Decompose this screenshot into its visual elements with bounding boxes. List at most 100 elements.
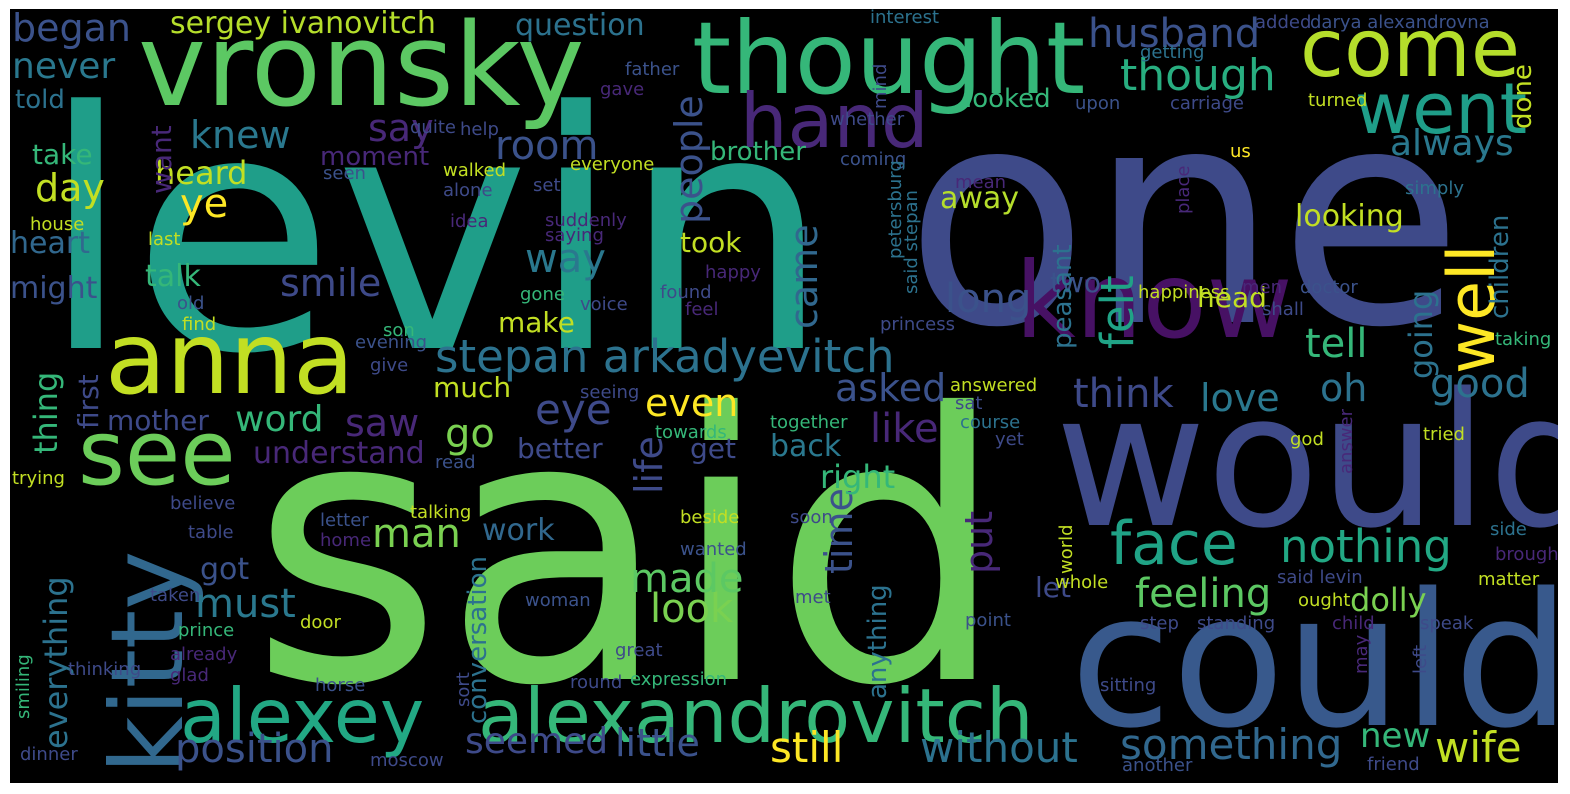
- word-evening: evening: [355, 332, 428, 353]
- word-sort: sort: [453, 672, 474, 707]
- word-sergey-ivanovitch: sergey ivanovitch: [170, 9, 436, 41]
- word-house: house: [30, 214, 85, 235]
- word-new: new: [1360, 716, 1431, 756]
- word-levin: levin: [40, 42, 831, 426]
- word-went: went: [1355, 68, 1528, 150]
- word-could: could: [1070, 553, 1558, 769]
- word-back: back: [770, 429, 842, 464]
- word-come: come: [1300, 9, 1521, 95]
- word-get: get: [690, 432, 736, 465]
- word-brought: brought: [1495, 544, 1558, 565]
- word-much: much: [433, 371, 512, 404]
- word-dolly: dolly: [1350, 581, 1427, 619]
- word-carriage: carriage: [1170, 93, 1244, 114]
- word-suddenly: suddenly: [545, 210, 627, 231]
- word-alone: alone: [443, 180, 493, 201]
- word-long: long: [945, 276, 1032, 322]
- word-room: room: [495, 123, 599, 169]
- word-talk: talk: [145, 259, 201, 294]
- word-place: place: [1173, 165, 1194, 214]
- word-glad: glad: [170, 665, 209, 686]
- word-husband: husband: [1088, 11, 1261, 57]
- word-friend: friend: [1367, 754, 1420, 775]
- word-took: took: [680, 226, 742, 259]
- word-eye: eye: [535, 385, 612, 434]
- word-upon: upon: [1075, 93, 1121, 114]
- word-word: word: [235, 399, 324, 440]
- word-got: got: [200, 552, 250, 587]
- word-yet: yet: [995, 429, 1024, 450]
- word-simply: simply: [1405, 178, 1464, 199]
- word-princess: princess: [880, 314, 955, 335]
- word-mean: mean: [955, 172, 1007, 193]
- word-point: point: [965, 610, 1011, 631]
- word-smiling: smiling: [13, 654, 34, 719]
- word-great: great: [615, 640, 663, 661]
- word-want: want: [145, 125, 178, 194]
- word-sitting: sitting: [1100, 675, 1157, 696]
- word-quite: quite: [410, 117, 456, 138]
- word-saw: saw: [345, 401, 420, 445]
- word-heard: heard: [155, 154, 248, 192]
- word-round: round: [570, 672, 623, 693]
- word-ye: ye: [180, 181, 229, 227]
- word-heart: heart: [10, 226, 90, 261]
- word-cloud: said levin one would could vronsky thought anna…: [10, 9, 1558, 783]
- word-trying: trying: [12, 468, 65, 489]
- word-better: better: [517, 432, 603, 465]
- word-head: head: [1197, 281, 1267, 314]
- word-never: never: [12, 46, 116, 87]
- word-found: found: [660, 282, 712, 303]
- word-feel: feel: [685, 299, 719, 320]
- word-see: see: [78, 401, 236, 506]
- word-child: child: [1332, 613, 1375, 634]
- word-taking: taking: [1495, 329, 1552, 350]
- word-left: left: [1410, 644, 1431, 674]
- word-course: course: [960, 412, 1021, 433]
- word-one: one: [905, 44, 1464, 393]
- word-walked: walked: [443, 160, 507, 181]
- word-may: may: [1351, 634, 1372, 674]
- word-little: little: [615, 721, 700, 765]
- word-nothing: nothing: [1280, 520, 1452, 573]
- word-another: another: [1122, 755, 1193, 776]
- word-take: take: [32, 138, 93, 171]
- word-time: time: [817, 488, 861, 574]
- word-together: together: [770, 412, 848, 433]
- word-day: day: [35, 166, 105, 210]
- word-hand: hand: [740, 77, 929, 165]
- word-darya-alexandrovna: darya alexandrovna: [1310, 12, 1490, 33]
- word-horse: horse: [315, 675, 366, 696]
- word-door: door: [300, 612, 341, 633]
- word-said: said: [250, 337, 1008, 767]
- word-old: old: [177, 293, 205, 314]
- word-understand: understand: [253, 436, 425, 471]
- word-table: table: [188, 522, 234, 543]
- word-towards: towards: [655, 422, 727, 443]
- word-say: say: [368, 106, 434, 150]
- word-even: even: [645, 381, 739, 425]
- word-expression: expression: [630, 669, 728, 690]
- word-still: still: [770, 723, 844, 772]
- word-life: life: [627, 436, 671, 494]
- word-looking: looking: [1295, 199, 1404, 234]
- word-done: done: [1508, 64, 1538, 129]
- word-alexandrovitch: alexandrovitch: [478, 672, 1034, 760]
- word-taken: taken: [150, 585, 201, 606]
- word-made: made: [630, 556, 744, 602]
- word-wanted: wanted: [680, 539, 747, 560]
- word-last: last: [148, 229, 181, 250]
- word-feeling: feeling: [1135, 571, 1272, 617]
- word-two: two: [1050, 266, 1102, 299]
- word-son: son: [383, 320, 415, 341]
- word-though: though: [1120, 50, 1276, 101]
- word-would: would: [1055, 353, 1558, 569]
- word-world: world: [1056, 524, 1077, 574]
- word-god: god: [1290, 429, 1324, 450]
- word-idea: idea: [450, 211, 489, 232]
- word-saying: saying: [545, 225, 604, 246]
- word-getting: getting: [1140, 42, 1205, 63]
- word-ought: ought: [1298, 590, 1351, 611]
- word-began: began: [12, 9, 131, 50]
- word-thought: thought: [692, 9, 1086, 117]
